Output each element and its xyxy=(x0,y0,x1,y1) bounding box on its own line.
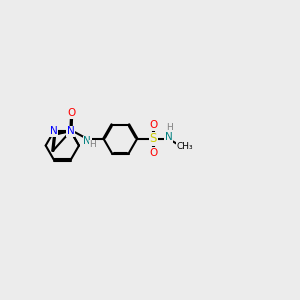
Text: N: N xyxy=(50,126,58,136)
Text: O: O xyxy=(149,148,158,158)
Text: N: N xyxy=(165,133,173,142)
Text: H: H xyxy=(167,123,173,132)
Text: CH₃: CH₃ xyxy=(176,142,193,151)
Text: N: N xyxy=(67,126,75,136)
Text: N: N xyxy=(67,126,74,136)
Text: N: N xyxy=(83,136,91,146)
Text: O: O xyxy=(149,120,158,130)
Text: H: H xyxy=(89,140,96,149)
Text: S: S xyxy=(150,133,157,146)
Text: O: O xyxy=(68,108,76,118)
